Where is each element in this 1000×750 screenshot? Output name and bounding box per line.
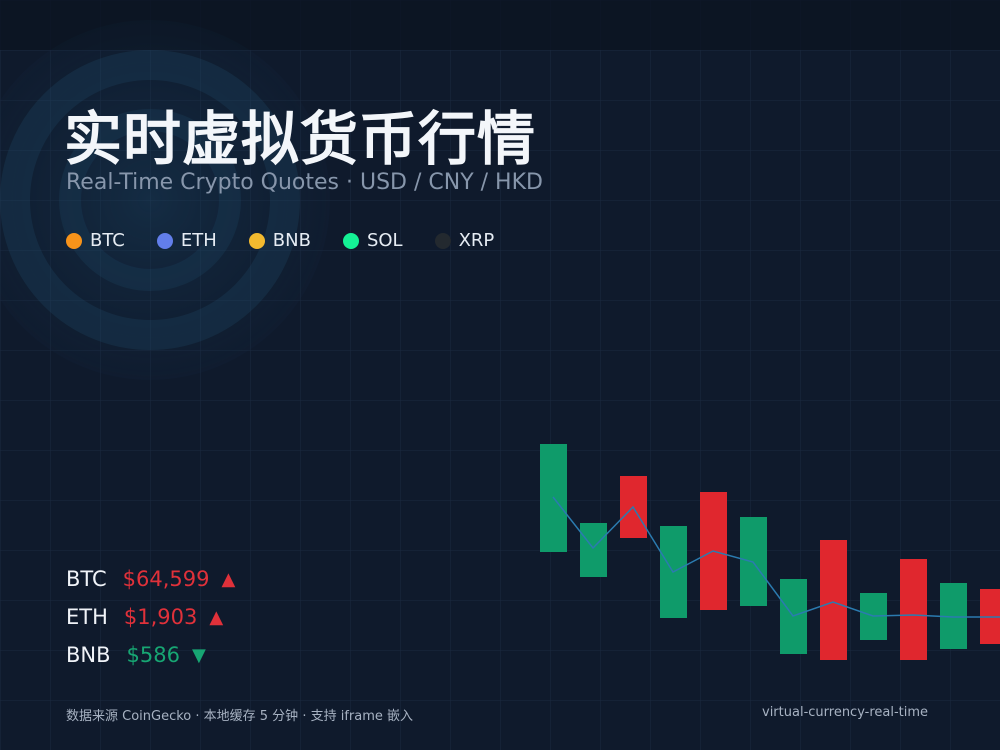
quote-arrow: ▼ (191, 644, 206, 666)
legend-dot (434, 232, 451, 249)
legend-item: XRP (434, 230, 495, 251)
legend-dot (66, 232, 82, 249)
legend-item: BNB (248, 230, 311, 251)
footer-slug: virtual-currency-real-time (762, 705, 929, 720)
swirl (0, 20, 330, 380)
subtitle: Real-Time Crypto Quotes · USD / CNY / HK… (66, 170, 543, 195)
legend-label: SOL (366, 230, 403, 251)
quote-symbol: ETH (66, 605, 108, 629)
quote-arrow: ▲ (209, 606, 224, 628)
legend-label: ETH (180, 230, 217, 251)
legend-label: BNB (272, 230, 311, 251)
quote-row: ETH $1,903 ▲ (66, 598, 235, 636)
legend: BTC ETH BNB SOL XRP (66, 230, 526, 251)
footer-source: 数据来源 CoinGecko · 本地缓存 5 分钟 · 支持 iframe 嵌… (66, 709, 414, 724)
legend-dot (342, 232, 359, 249)
title: 实时虚拟货币行情 (64, 105, 537, 173)
legend-item: ETH (156, 230, 217, 251)
quote-arrow: ▲ (221, 568, 236, 590)
legend-label: BTC (90, 230, 125, 251)
candles (540, 444, 1000, 660)
quote-row: BTC $64,599 ▲ (66, 560, 235, 598)
legend-dot (248, 232, 265, 249)
quote-symbol: BTC (66, 567, 107, 591)
quote-price: $586 (126, 643, 180, 667)
legend-dot (156, 232, 173, 249)
quote-row: BNB $586 ▼ (66, 636, 235, 674)
legend-item: SOL (342, 230, 403, 251)
quote-price: $64,599 (122, 567, 210, 591)
quote-symbol: BNB (66, 643, 111, 667)
legend-item: BTC (66, 230, 125, 251)
quote-price: $1,903 (123, 605, 198, 629)
quote-list: BTC $64,599 ▲ ETH $1,903 ▲ BNB $586 ▼ (66, 560, 235, 674)
legend-label: XRP (458, 230, 495, 251)
